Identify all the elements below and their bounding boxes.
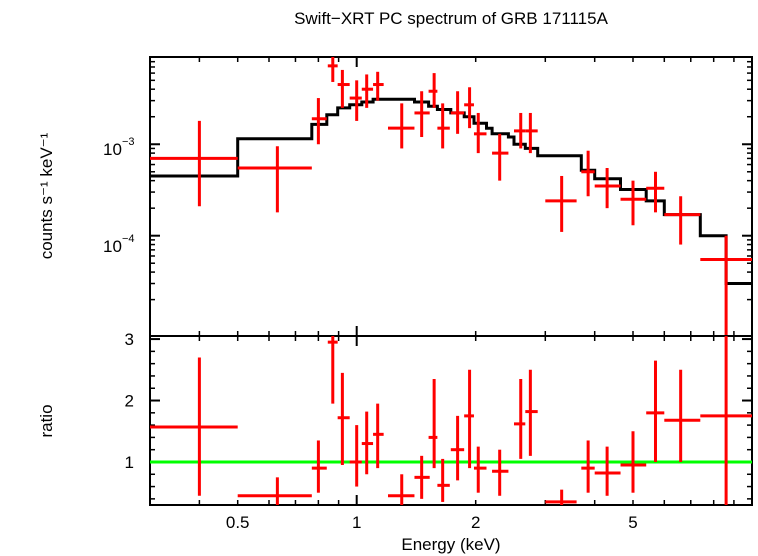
ratio-point	[361, 411, 374, 475]
ratio-point	[492, 449, 509, 496]
top-panel-ticks	[149, 57, 752, 336]
ratio-point	[337, 372, 350, 466]
y-tick-label: 3	[125, 330, 134, 349]
spectrum-point	[237, 146, 312, 213]
y-tick-label-1e-4-mantissa: 10	[103, 237, 122, 256]
ratio-point	[664, 369, 701, 462]
ratio-point	[450, 415, 465, 481]
ratio-point	[545, 489, 577, 505]
x-tick-label: 1	[352, 513, 361, 532]
spectrum-point	[594, 167, 621, 209]
spectrum-point	[545, 175, 577, 232]
ratio-point	[514, 379, 526, 459]
spectrum-point	[361, 74, 374, 108]
top-panel-frame	[149, 56, 753, 337]
ratio-point	[349, 425, 362, 487]
y-tick-label: 2	[125, 392, 134, 411]
ratio-point	[327, 336, 338, 404]
model-curve	[150, 97, 752, 285]
ratio-y-tick-labels: 1 2 3	[125, 330, 134, 472]
ratio-point	[525, 369, 538, 456]
spectrum-point	[150, 120, 238, 207]
ratio-point	[464, 369, 474, 469]
ratio-point	[594, 446, 621, 496]
x-tick-label: 0.5	[226, 513, 250, 532]
x-tick-label: 5	[628, 513, 637, 532]
spectrum-point	[664, 196, 701, 245]
ratio-point	[700, 336, 752, 505]
spectrum-point	[349, 80, 362, 121]
ratio-point	[414, 455, 430, 499]
ratio-data-series	[150, 336, 752, 505]
ratio-point	[311, 440, 327, 493]
ratio-point	[620, 431, 647, 493]
y-tick-label-1e-3-exponent: −3	[122, 136, 135, 148]
spectrum-point	[492, 133, 509, 181]
bottom-panel: 1 2 3 0.5 1 2 5 ratio Energy (keV)	[37, 330, 753, 554]
energy-x-tick-labels: 0.5 1 2 5	[226, 513, 638, 532]
spectrum-point	[646, 171, 665, 213]
spectrum-point	[514, 112, 526, 149]
bottom-panel-ticks	[149, 336, 752, 505]
spectrum-point	[373, 71, 384, 101]
spectrum-point	[473, 112, 487, 154]
spectrum-data-series	[150, 57, 752, 336]
top-panel: 10 −3 10 −4 counts s⁻¹ keV⁻¹	[37, 56, 753, 337]
model-step-line	[150, 97, 752, 285]
y-tick-label-1e-3-mantissa: 10	[103, 140, 122, 159]
spectrum-point	[525, 112, 538, 154]
spectrum-point	[428, 73, 438, 108]
spectrum-point	[450, 91, 465, 134]
ratio-point	[581, 440, 595, 493]
ratio-point	[373, 403, 384, 469]
ratio-point	[237, 477, 312, 505]
y-tick-label-1e-4-exponent: −4	[122, 233, 135, 245]
bottom-panel-frame	[149, 335, 753, 506]
spectrum-point	[327, 57, 338, 82]
spectrum-point	[581, 150, 595, 197]
spectrum-point	[387, 103, 415, 149]
chart-title: Swift−XRT PC spectrum of GRB 171115A	[294, 9, 609, 28]
spectrum-point	[464, 87, 474, 129]
y-tick-label-1e-3: 10 −3	[103, 136, 135, 159]
x-tick-label: 2	[471, 513, 480, 532]
ratio-point	[646, 360, 665, 462]
x-axis-label: Energy (keV)	[401, 535, 500, 554]
y-tick-label-1e-4: 10 −4	[103, 233, 135, 256]
spectrum-point	[620, 180, 647, 226]
spectrum-point	[414, 91, 430, 138]
spectrum-point	[337, 69, 350, 108]
ratio-point	[428, 379, 438, 469]
ratio-point	[473, 446, 487, 493]
spectrum-point	[437, 103, 450, 149]
top-panel-y-axis-label: counts s⁻¹ keV⁻¹	[37, 132, 56, 259]
spectrum-point	[311, 98, 327, 145]
ratio-point	[387, 474, 415, 505]
y-tick-label: 1	[125, 453, 134, 472]
spectrum-point	[700, 235, 752, 336]
bottom-panel-y-axis-label: ratio	[37, 404, 56, 437]
ratio-point	[437, 458, 450, 502]
ratio-point	[150, 357, 238, 496]
